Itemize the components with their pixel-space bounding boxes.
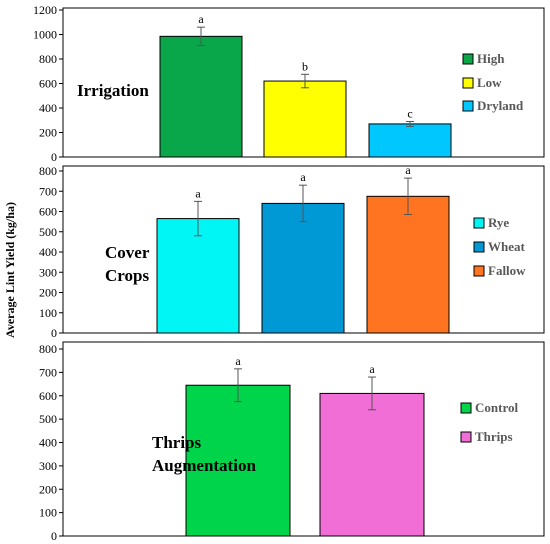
significance-letter: a xyxy=(405,163,411,177)
y-tick-label: 200 xyxy=(39,286,57,300)
y-tick-label: 0 xyxy=(51,326,57,340)
y-tick-label: 400 xyxy=(39,101,57,115)
y-tick-label: 400 xyxy=(39,245,57,259)
error-bar xyxy=(406,120,414,127)
legend-swatch xyxy=(462,100,474,112)
legend-swatch xyxy=(473,241,485,253)
y-tick-label: 200 xyxy=(39,126,57,140)
error-bar xyxy=(234,368,242,403)
y-tick-label: 100 xyxy=(39,506,57,520)
bar-thrips xyxy=(319,392,425,537)
error-bar xyxy=(299,184,307,223)
legend-label: Wheat xyxy=(488,239,526,254)
significance-letter: a xyxy=(198,12,204,26)
y-tick-label: 800 xyxy=(39,164,57,178)
y-tick-label: 800 xyxy=(39,52,57,66)
y-tick-label: 500 xyxy=(39,225,57,239)
panel-label: Thrips xyxy=(152,433,202,452)
bar-dryland xyxy=(368,123,452,158)
y-tick-label: 800 xyxy=(39,342,57,356)
significance-letter: c xyxy=(407,106,412,120)
error-bar xyxy=(197,26,205,47)
legend-swatch xyxy=(473,265,485,277)
bar-control xyxy=(185,384,291,537)
error-bar xyxy=(404,177,412,216)
legend-swatch xyxy=(462,77,474,89)
y-tick-label: 500 xyxy=(39,412,57,426)
panel-label: Irrigation xyxy=(77,81,149,100)
error-bar xyxy=(301,73,309,89)
bar-rye xyxy=(156,218,240,334)
significance-letter: b xyxy=(302,59,308,73)
panel-label: Crops xyxy=(105,266,149,285)
legend-label: Fallow xyxy=(488,263,526,278)
y-tick-label: 1000 xyxy=(33,28,57,42)
chart-panel-3: 0 100 200 300 400 500 600 700 800 a a Thrips Augment… xyxy=(39,341,545,543)
y-tick-label: 600 xyxy=(39,77,57,91)
error-bar xyxy=(368,376,376,411)
legend-label: High xyxy=(477,51,505,66)
legend-label: Rye xyxy=(488,215,509,230)
bar-wheat xyxy=(261,202,345,334)
legend-label: Control xyxy=(475,400,518,415)
legend-swatch xyxy=(462,53,474,65)
legend-label: Low xyxy=(477,75,502,90)
chart-panel-1: 0 200 400 600 800 1000 1200 a b c Irrigation High Lo… xyxy=(33,3,545,164)
bar-low xyxy=(263,80,347,158)
panel-label: Cover xyxy=(105,243,150,262)
y-tick-label: 600 xyxy=(39,205,57,219)
y-tick-label: 600 xyxy=(39,389,57,403)
legend-swatch xyxy=(460,431,472,443)
significance-letter: a xyxy=(195,186,201,200)
panel-label: Augmentation xyxy=(152,456,256,475)
y-tick-label: 1200 xyxy=(33,3,57,17)
chart-panels: 020040060080010001200abcIrrigationHighLo… xyxy=(33,3,545,543)
error-bar xyxy=(194,200,202,237)
significance-letter: a xyxy=(369,362,375,376)
bar-fallow xyxy=(366,195,450,334)
y-tick-label: 700 xyxy=(39,184,57,198)
y-tick-label: 700 xyxy=(39,365,57,379)
y-tick-label: 0 xyxy=(51,529,57,543)
bar-high xyxy=(159,35,243,158)
y-tick-label: 100 xyxy=(39,306,57,320)
y-tick-label: 300 xyxy=(39,459,57,473)
significance-letter: a xyxy=(235,354,241,368)
legend-swatch xyxy=(473,217,485,229)
chart-panel-2: 0 100 200 300 400 500 600 700 800 a a a Cover Crops Ry… xyxy=(39,163,545,340)
legend-label: Thrips xyxy=(475,429,513,444)
significance-letter: a xyxy=(300,170,306,184)
y-axis-label: Average Lint Yield (kg/ha) xyxy=(3,202,17,338)
legend-swatch xyxy=(460,402,472,414)
y-tick-label: 0 xyxy=(51,150,57,164)
legend-label: Dryland xyxy=(477,98,524,113)
y-tick-label: 400 xyxy=(39,436,57,450)
y-tick-label: 200 xyxy=(39,482,57,496)
plot-frame xyxy=(62,341,545,537)
y-tick-label: 300 xyxy=(39,265,57,279)
